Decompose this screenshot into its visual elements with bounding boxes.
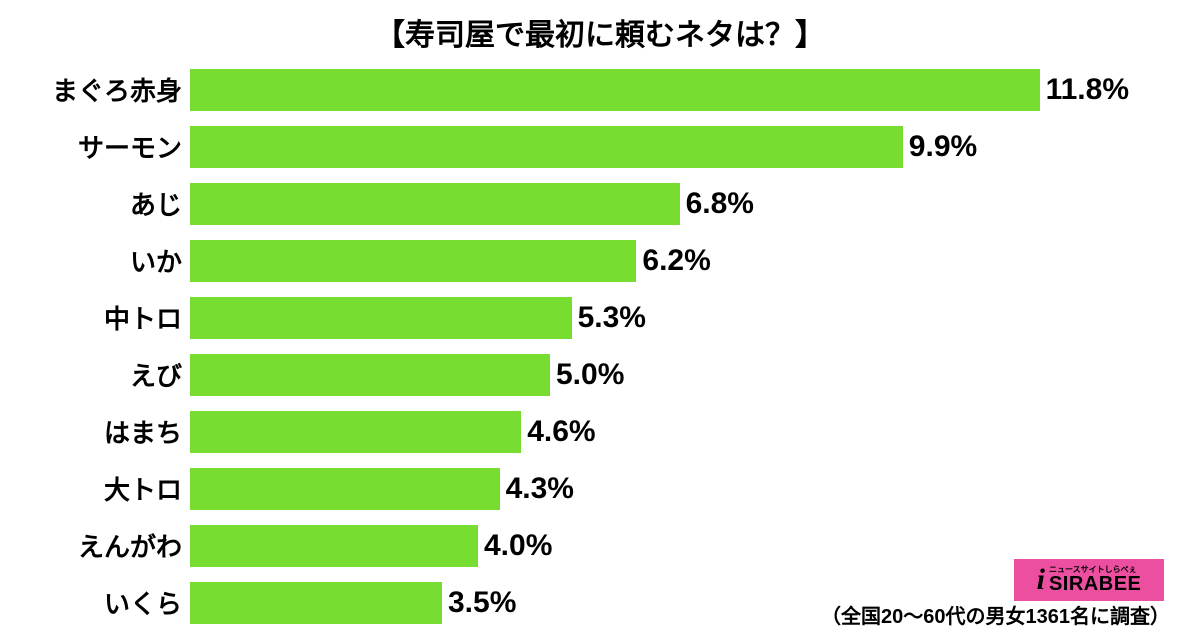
bar: 9.9% [190,126,903,168]
bar-fill [190,525,478,567]
logo-text: ニュースサイトしらべぇ SIRABEE [1049,566,1141,594]
chart-row: 大トロ4.3% [30,461,1200,516]
bar: 4.3% [190,468,500,510]
chart-row: はまち4.6% [30,404,1200,459]
bar-fill [190,411,521,453]
bar: 11.8% [190,69,1040,111]
logo-mark: i [1037,563,1045,597]
footer-note: （全国20～60代の男女1361名に調査） [821,600,1170,629]
bar: 6.8% [190,183,680,225]
bar-fill [190,183,680,225]
bar-fill [190,126,903,168]
category-label: サーモン [30,128,190,165]
category-label: 大トロ [30,470,190,507]
category-label: あじ [30,185,190,222]
chart-row: サーモン9.9% [30,119,1200,174]
value-label: 11.8% [1040,73,1129,107]
bar-chart: まぐろ赤身11.8%サーモン9.9%あじ6.8%いか6.2%中トロ5.3%えび5… [30,62,1200,630]
category-label: えび [30,356,190,393]
category-label: 中トロ [30,299,190,336]
chart-row: えび5.0% [30,347,1200,402]
bar-fill [190,297,572,339]
bar-fill [190,582,442,624]
bar: 6.2% [190,240,636,282]
bar-fill [190,240,636,282]
chart-title: 【寿司屋で最初に頼むネタは？】 [0,0,1200,62]
bar: 5.0% [190,354,550,396]
value-label: 4.0% [478,529,552,563]
value-label: 6.2% [636,244,710,278]
bar-fill [190,69,1040,111]
category-label: いくら [30,584,190,621]
value-label: 5.3% [572,301,646,335]
category-label: はまち [30,413,190,450]
value-label: 3.5% [442,586,516,620]
bar: 5.3% [190,297,572,339]
value-label: 4.3% [500,472,574,506]
bar: 3.5% [190,582,442,624]
bar: 4.6% [190,411,521,453]
chart-row: あじ6.8% [30,176,1200,231]
value-label: 6.8% [680,187,754,221]
category-label: まぐろ赤身 [30,71,190,108]
category-label: えんがわ [30,527,190,564]
value-label: 4.6% [521,415,595,449]
value-label: 9.9% [903,130,977,164]
value-label: 5.0% [550,358,624,392]
bar-fill [190,354,550,396]
chart-row: いか6.2% [30,233,1200,288]
bar-fill [190,468,500,510]
bar: 4.0% [190,525,478,567]
sirabee-logo: i ニュースサイトしらべぇ SIRABEE [1014,559,1164,601]
chart-row: 中トロ5.3% [30,290,1200,345]
category-label: いか [30,242,190,279]
chart-row: まぐろ赤身11.8% [30,62,1200,117]
logo-maintext: SIRABEE [1049,574,1141,594]
